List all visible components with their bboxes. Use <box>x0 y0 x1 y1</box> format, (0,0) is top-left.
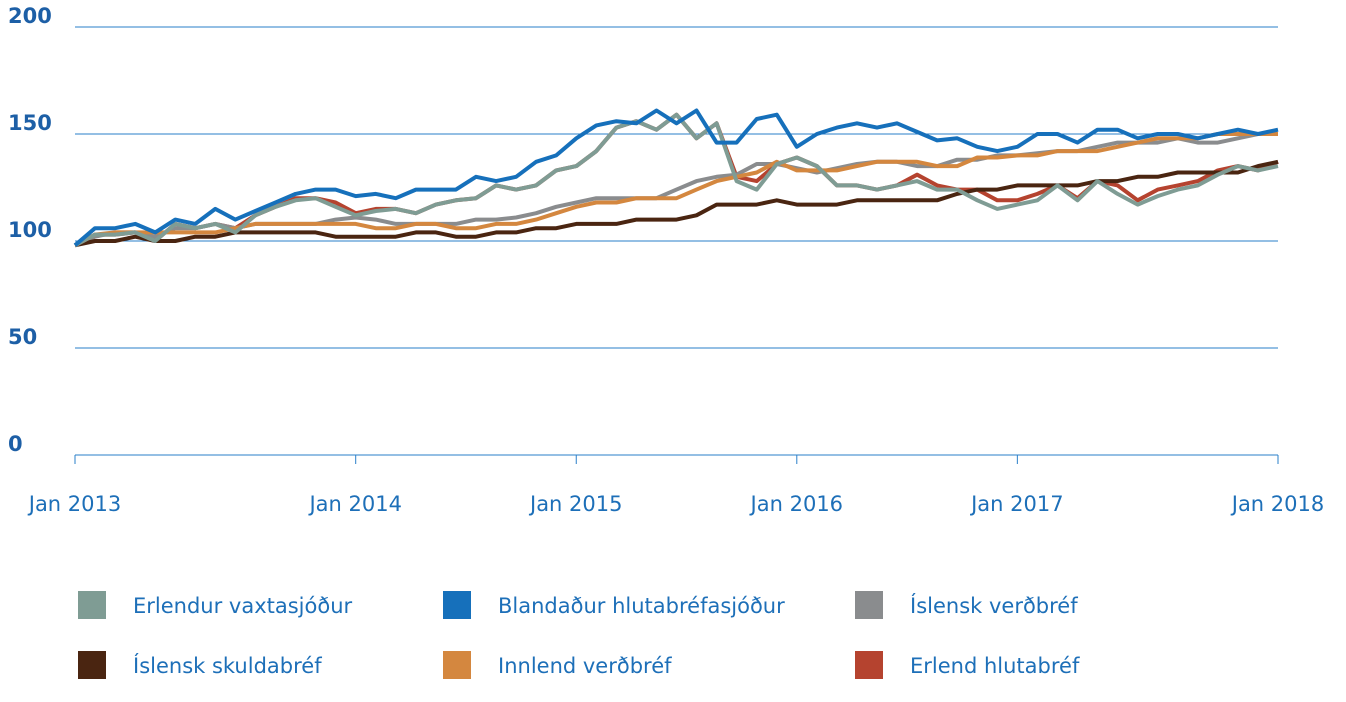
x-tick-label: Jan 2014 <box>307 492 402 516</box>
series-line <box>74 159 1279 248</box>
legend-swatch <box>443 591 471 619</box>
legend-label: Íslensk skuldabréf <box>133 653 322 678</box>
legend-swatch <box>855 591 883 619</box>
series-line <box>73 108 1279 247</box>
x-tick-label: Jan 2018 <box>1230 492 1325 516</box>
x-tick-label: Jan 2017 <box>969 492 1064 516</box>
legend-label: Íslensk verðbréf <box>910 593 1078 618</box>
series-line <box>74 112 1279 248</box>
y-tick-label: 100 <box>8 218 52 242</box>
legend-swatch <box>443 651 471 679</box>
series-line <box>74 132 1278 248</box>
legend-label: Erlendur vaxtasjóður <box>133 594 353 618</box>
y-tick-label: 200 <box>8 4 52 28</box>
x-tick-label: Jan 2016 <box>749 492 844 516</box>
legend-swatch <box>78 651 106 679</box>
legend-label: Erlend hlutabréf <box>910 654 1080 678</box>
x-tick-label: Jan 2015 <box>528 492 623 516</box>
y-tick-label: 0 <box>8 432 23 456</box>
legend-label: Innlend verðbréf <box>498 654 672 678</box>
y-tick-label: 150 <box>8 111 52 135</box>
x-tick-label: Jan 2013 <box>27 492 122 516</box>
legend-swatch <box>855 651 883 679</box>
y-tick-label: 50 <box>8 325 37 349</box>
legend-label: Blandaður hlutabréfasjóður <box>498 594 785 618</box>
legend-swatch <box>78 591 106 619</box>
